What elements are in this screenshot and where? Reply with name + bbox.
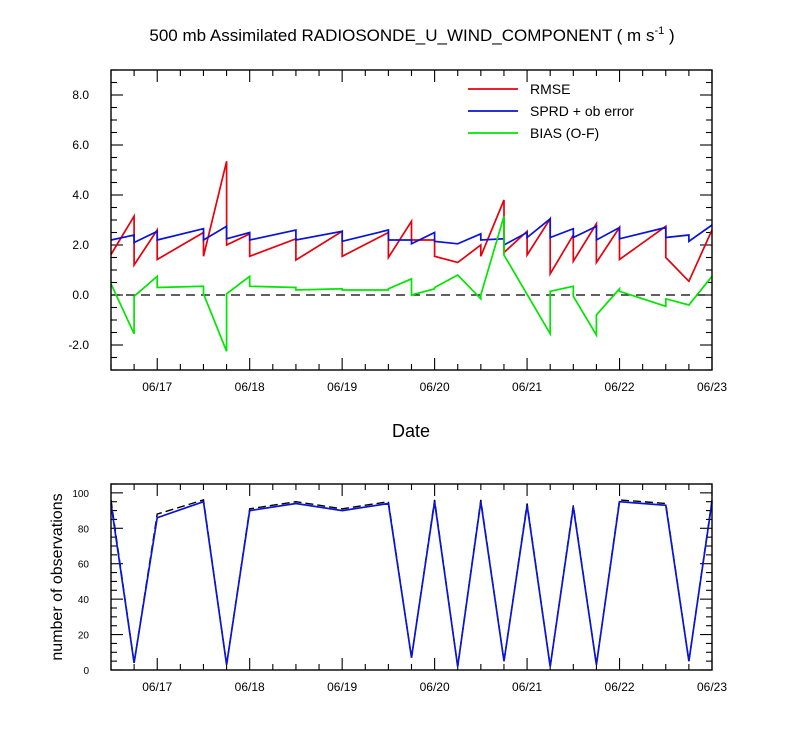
legend: RMSE SPRD + ob error BIAS (O-F) xyxy=(468,81,634,141)
y-axis-label-observations: number of observations xyxy=(49,493,66,660)
legend-label: SPRD + ob error xyxy=(530,103,634,119)
y-tick-label: 20 xyxy=(78,631,90,642)
x-tick-label: 06/19 xyxy=(327,380,357,394)
legend-label: BIAS (O-F) xyxy=(530,125,599,141)
x-tick-label: 06/21 xyxy=(512,380,542,394)
series-line-sprd-ob-error xyxy=(110,217,713,247)
x-tick-label: 06/17 xyxy=(142,380,172,394)
y-tick-label: 40 xyxy=(78,595,90,606)
x-tick-label: 06/23 xyxy=(697,380,727,394)
x-tick-label: 06/17 xyxy=(142,680,172,694)
y-tick-label: 60 xyxy=(78,560,90,571)
x-tick-label: 06/18 xyxy=(235,380,265,394)
x-axis-label: Date xyxy=(392,421,430,441)
series-line-rmse xyxy=(110,161,713,283)
y-tick-label: -2.0 xyxy=(68,338,89,352)
x-tick-label: 06/19 xyxy=(327,680,357,694)
top-plot-frame xyxy=(110,69,713,371)
x-tick-label: 06/22 xyxy=(605,680,635,694)
x-tick-label: 06/22 xyxy=(605,380,635,394)
bottom-axis-labels: 06/17 06/18 06/19 06/20 06/21 06/22 06/23 0 20 40… xyxy=(72,489,727,694)
y-tick-label: 80 xyxy=(78,524,90,535)
series-line-solid-1 xyxy=(110,500,713,667)
chart-title-end: ) xyxy=(664,26,674,45)
legend-label: RMSE xyxy=(530,81,570,97)
chart-title: 500 mb Assimilated RADIOSONDE_U_WIND_COM… xyxy=(149,25,674,45)
x-tick-label: 06/20 xyxy=(420,680,450,694)
top-axis-labels: 06/17 06/18 06/19 06/20 06/21 06/22 06/23 -2.0 0… xyxy=(68,88,727,394)
y-tick-label: 8.0 xyxy=(72,88,89,102)
y-tick-label: 0.0 xyxy=(72,288,89,302)
bottom-panel: 06/17 06/18 06/19 06/20 06/21 06/22 06/23 0 20 40… xyxy=(49,483,727,694)
x-tick-label: 06/20 xyxy=(420,380,450,394)
series-line-dashed-0 xyxy=(110,498,713,667)
series-line-bias-o-f xyxy=(110,215,713,352)
y-tick-label: 0 xyxy=(83,666,89,677)
y-tick-label: 2.0 xyxy=(72,238,89,252)
x-tick-label: 06/23 xyxy=(697,680,727,694)
bottom-plot-frame xyxy=(110,483,713,671)
chart-title-superscript: -1 xyxy=(654,25,664,37)
bottom-axis-ticks xyxy=(110,483,713,671)
y-tick-label: 4.0 xyxy=(72,188,89,202)
chart-title-main: 500 mb Assimilated RADIOSONDE_U_WIND_COM… xyxy=(149,26,654,45)
x-tick-label: 06/21 xyxy=(512,680,542,694)
top-series-lines xyxy=(110,161,713,352)
x-tick-label: 06/18 xyxy=(235,680,265,694)
top-panel: 06/17 06/18 06/19 06/20 06/21 06/22 06/23 -2.0 0… xyxy=(68,69,727,441)
bottom-series-lines xyxy=(110,498,713,667)
y-tick-label: 6.0 xyxy=(72,138,89,152)
y-tick-label: 100 xyxy=(72,489,89,500)
